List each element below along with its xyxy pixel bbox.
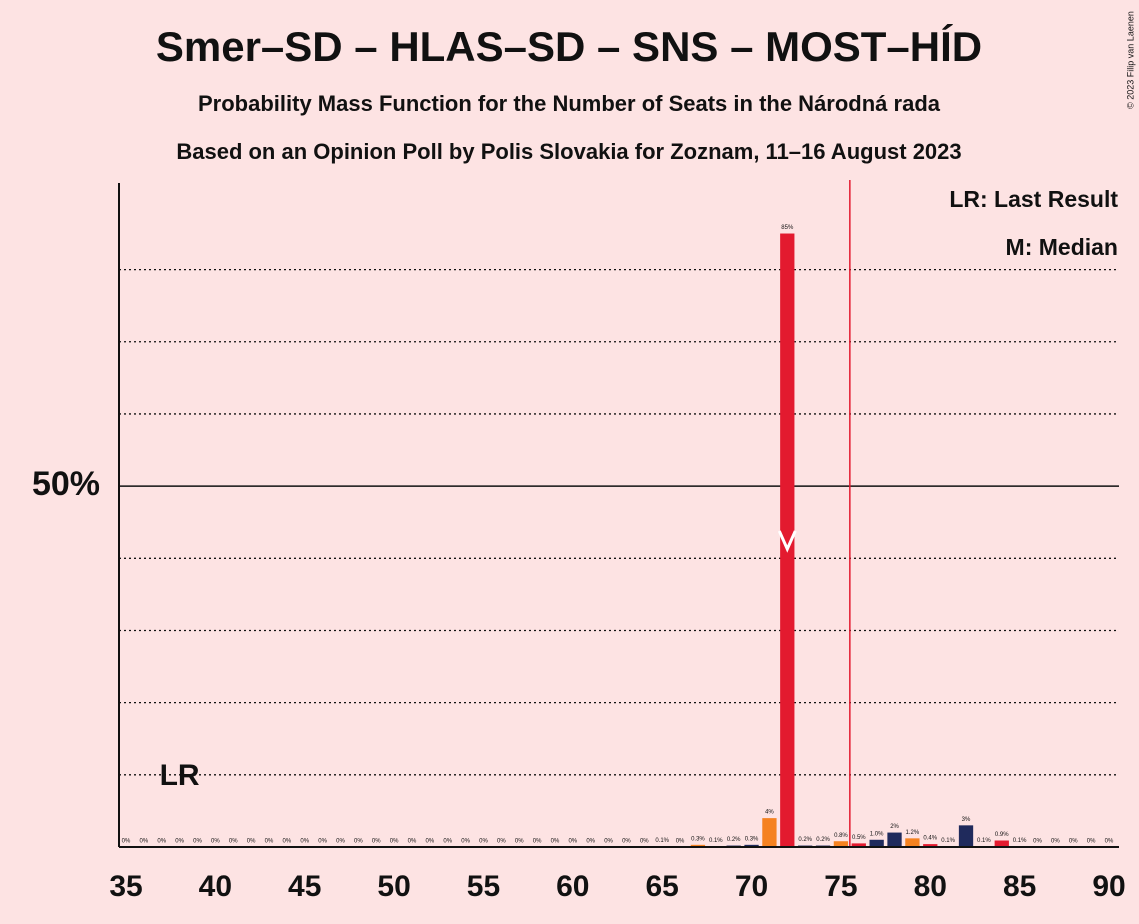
legend-entry: M: Median bbox=[1006, 234, 1118, 260]
x-tick-label: 90 bbox=[1092, 870, 1125, 903]
value-label: 0% bbox=[533, 839, 542, 845]
value-label: 0% bbox=[461, 839, 470, 845]
value-label: 1.2% bbox=[906, 830, 920, 836]
value-label: 0% bbox=[175, 839, 184, 845]
value-label: 0% bbox=[157, 839, 166, 845]
chart-title: Smer–SD – HLAS–SD – SNS – MOST–HÍD bbox=[156, 23, 982, 70]
bar bbox=[744, 844, 759, 847]
value-label: 0% bbox=[336, 839, 345, 845]
bar bbox=[994, 840, 1009, 847]
legend-entry: LR: Last Result bbox=[949, 186, 1118, 212]
value-label: 0% bbox=[211, 839, 220, 845]
value-label: 0.8% bbox=[834, 833, 848, 839]
chart-subtitle: Probability Mass Function for the Number… bbox=[198, 91, 941, 116]
value-label: 0% bbox=[497, 839, 506, 845]
value-label: 0% bbox=[390, 839, 399, 845]
value-label: 0% bbox=[300, 839, 309, 845]
bar bbox=[887, 832, 902, 847]
value-label: 0% bbox=[122, 839, 131, 845]
value-label: 0.1% bbox=[977, 838, 991, 844]
value-label: 0.4% bbox=[923, 836, 937, 842]
x-tick-label: 40 bbox=[199, 870, 232, 903]
value-label: 0.1% bbox=[709, 838, 723, 844]
x-tick-label: 55 bbox=[467, 870, 500, 903]
value-label: 0% bbox=[1069, 839, 1078, 845]
bar bbox=[905, 838, 920, 847]
value-label: 0.3% bbox=[745, 836, 759, 842]
value-label: 0% bbox=[515, 839, 524, 845]
x-tick-label: 65 bbox=[645, 870, 678, 903]
value-label: 0% bbox=[1105, 839, 1114, 845]
value-label: 0.1% bbox=[941, 838, 955, 844]
bar bbox=[958, 825, 974, 847]
value-label: 0.2% bbox=[727, 837, 741, 843]
bar bbox=[923, 844, 938, 847]
x-tick-label: 85 bbox=[1003, 870, 1036, 903]
bar bbox=[762, 818, 777, 847]
value-label: 0% bbox=[604, 839, 613, 845]
value-label: 0% bbox=[318, 839, 327, 845]
x-tick-label: 35 bbox=[109, 870, 142, 903]
value-label: 0.5% bbox=[852, 835, 866, 841]
value-label: 0% bbox=[443, 839, 452, 845]
x-tick-label: 70 bbox=[735, 870, 768, 903]
value-label: 0% bbox=[372, 839, 381, 845]
bar bbox=[833, 841, 849, 847]
x-tick-label: 75 bbox=[824, 870, 857, 903]
chart-subtitle: Based on an Opinion Poll by Polis Slovak… bbox=[176, 139, 961, 164]
value-label: 0% bbox=[551, 839, 560, 845]
value-label: 2% bbox=[890, 824, 899, 830]
value-label: 1.0% bbox=[870, 831, 884, 837]
last-result-label: LR bbox=[160, 759, 200, 792]
value-label: 0% bbox=[247, 839, 256, 845]
value-label: 0% bbox=[426, 839, 435, 845]
value-label: 0% bbox=[283, 839, 292, 845]
value-label: 0% bbox=[479, 839, 488, 845]
value-label: 0% bbox=[640, 839, 649, 845]
value-label: 0% bbox=[622, 839, 631, 845]
value-label: 0.2% bbox=[816, 837, 830, 843]
bar bbox=[851, 843, 866, 847]
y-tick-label: 50% bbox=[32, 465, 100, 503]
value-label: 0.1% bbox=[1013, 838, 1027, 844]
value-label: 0.9% bbox=[995, 832, 1009, 838]
value-label: 85% bbox=[781, 225, 794, 231]
value-label: 0% bbox=[1051, 839, 1060, 845]
value-label: 0% bbox=[140, 839, 149, 845]
value-label: 0.1% bbox=[655, 838, 669, 844]
bar bbox=[869, 839, 884, 847]
copyright: © 2023 Filip van Laenen bbox=[1125, 11, 1135, 109]
bar bbox=[690, 844, 706, 847]
value-label: 0% bbox=[408, 839, 417, 845]
value-label: 0% bbox=[1087, 839, 1096, 845]
x-tick-label: 60 bbox=[556, 870, 589, 903]
value-label: 0% bbox=[676, 839, 685, 845]
x-tick-label: 80 bbox=[914, 870, 947, 903]
x-tick-label: 50 bbox=[377, 870, 410, 903]
median-marker bbox=[777, 530, 797, 553]
value-label: 0% bbox=[586, 839, 595, 845]
value-label: 0% bbox=[1033, 839, 1042, 845]
x-tick-label: 45 bbox=[288, 870, 321, 903]
value-label: 0% bbox=[568, 839, 577, 845]
value-label: 0% bbox=[229, 839, 238, 845]
bar bbox=[780, 233, 795, 848]
value-label: 0.3% bbox=[691, 836, 705, 842]
value-label: 4% bbox=[765, 810, 774, 816]
value-label: 0% bbox=[354, 839, 363, 845]
value-label: 3% bbox=[962, 817, 971, 823]
value-label: 0% bbox=[193, 839, 202, 845]
value-label: 0.2% bbox=[798, 837, 812, 843]
value-label: 0% bbox=[265, 839, 274, 845]
